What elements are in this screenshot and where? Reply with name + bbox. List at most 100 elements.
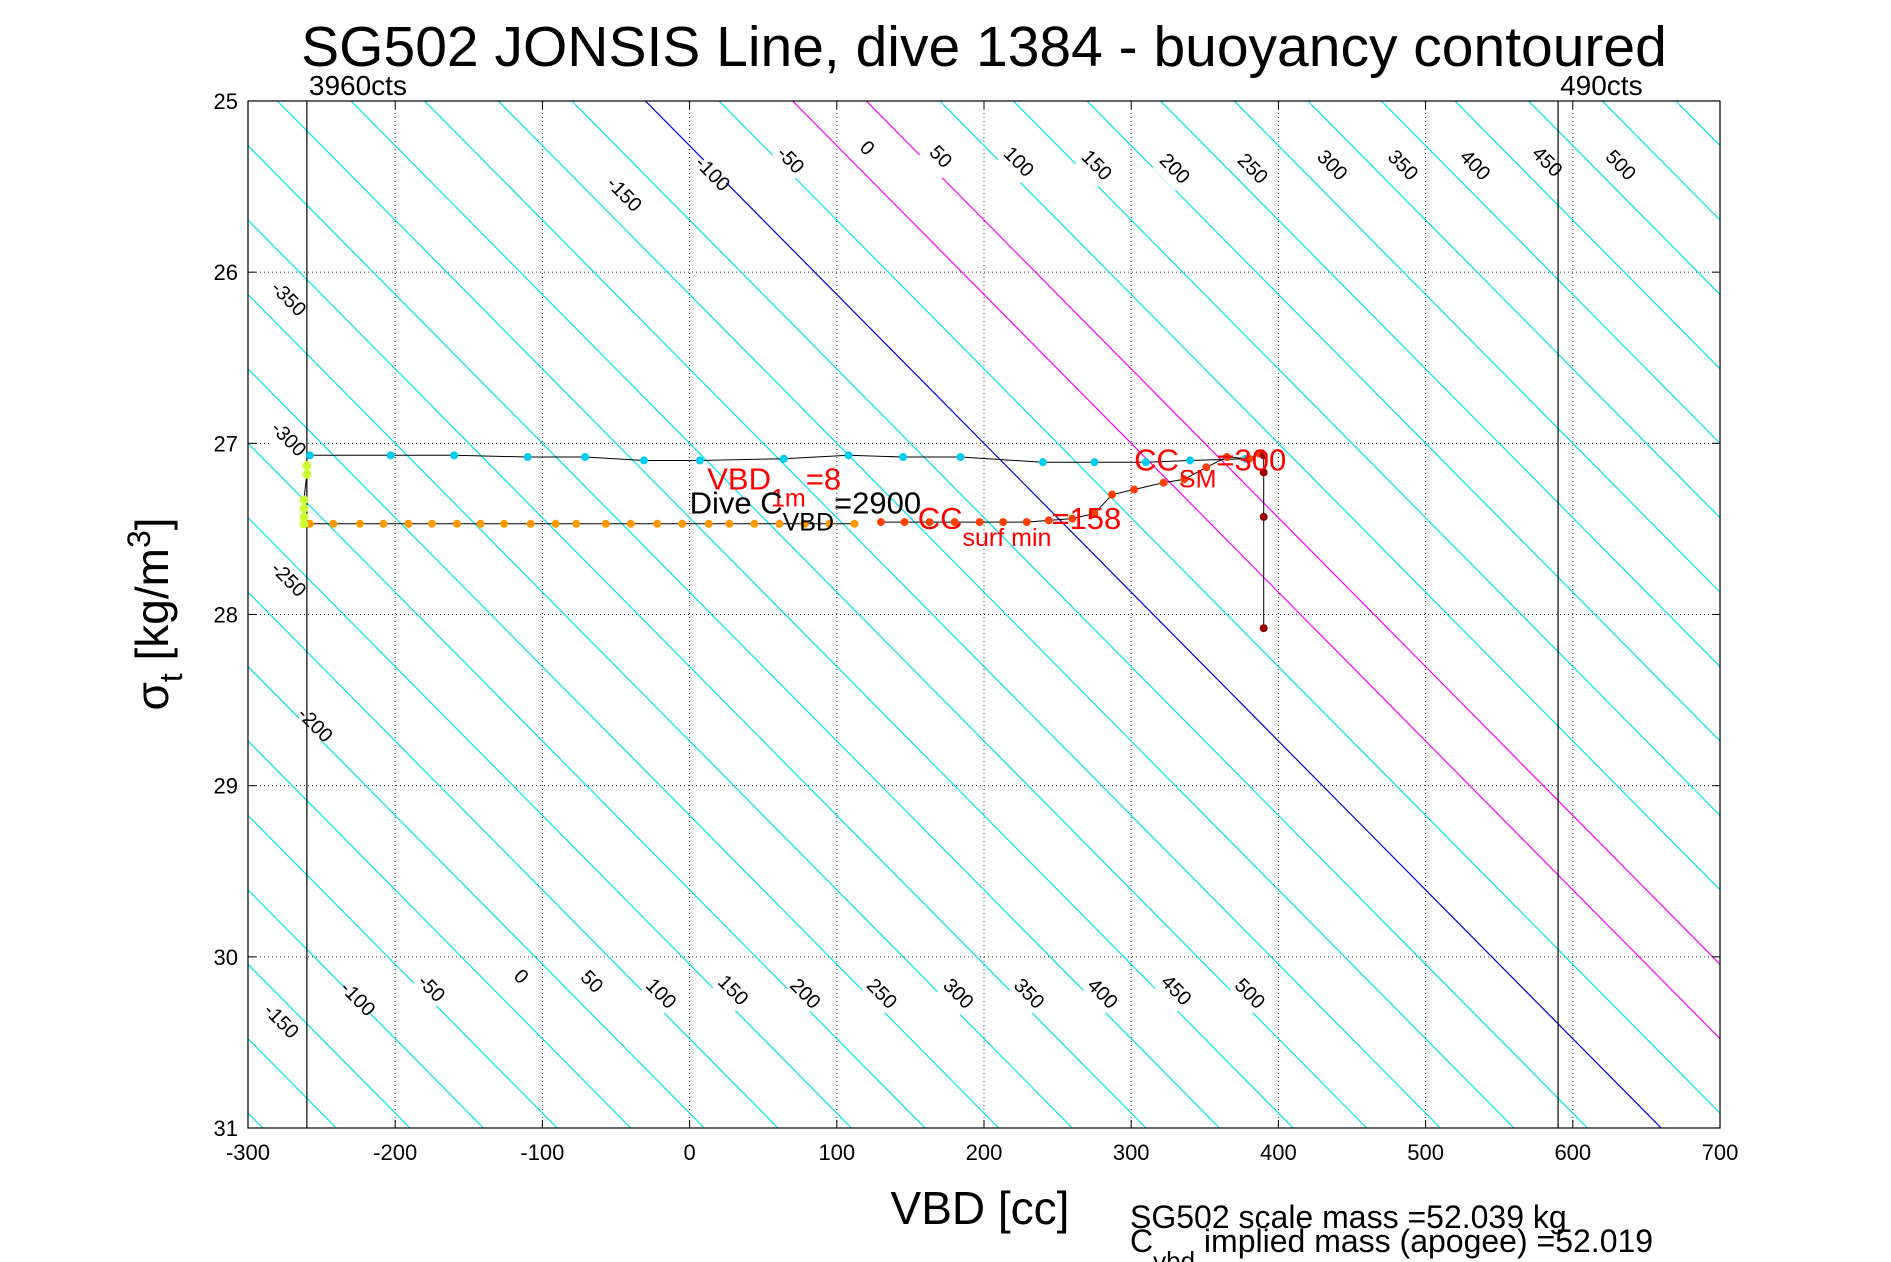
data-point-climb-near-surface (1090, 509, 1099, 518)
contour-line (497, 101, 1515, 1128)
contour-label-bg (266, 559, 309, 602)
contour-label: 300 (938, 974, 977, 1013)
data-point-climb-near-surface (900, 518, 909, 527)
contour-label-bg (1074, 144, 1118, 188)
data-point-climb (825, 519, 834, 528)
contour-label-bg (1380, 144, 1424, 188)
contour-line (248, 516, 852, 1128)
contour-line (248, 740, 632, 1128)
data-point-climb (601, 519, 610, 528)
data-point-apogee (299, 503, 309, 513)
data-point-dive (779, 454, 788, 463)
data-point-climb (653, 519, 662, 528)
contour-label-bg (1452, 144, 1496, 188)
footer-implied-mass: Cvbd implied mass (apogee) =52.019 (1130, 1223, 1653, 1262)
data-point-climb-near-surface (1202, 463, 1211, 472)
data-series (299, 449, 1268, 633)
contour-label-bg (335, 978, 379, 1021)
x-tick-label: 600 (1554, 1140, 1591, 1165)
contour-label-bg (1525, 141, 1568, 184)
contour-label-bg (1152, 148, 1196, 191)
data-point-apogee (299, 495, 309, 505)
contour-label: -200 (293, 703, 337, 747)
x-tick-label: -300 (226, 1140, 270, 1165)
contour-label-bg (1310, 144, 1353, 188)
x-tick-label: 200 (966, 1140, 1003, 1165)
data-point-surface (1259, 468, 1268, 477)
y-axis-label: σt [kg/m3] (121, 517, 189, 710)
contour-label-bg (1230, 148, 1274, 191)
data-point-climb (476, 519, 485, 528)
contour-label-bg (783, 973, 826, 1016)
contour-line (1013, 101, 1720, 817)
contour-labels: -350-300-250-200-150 -100 -50 0 50 100 150 200 2… (259, 127, 1642, 1043)
contour-line (0, 101, 116, 1128)
contour-line (248, 814, 558, 1128)
data-point-dive (695, 456, 704, 465)
data-point-dive (1186, 456, 1195, 465)
contour-line (718, 101, 1720, 1114)
data-point-climb (678, 519, 687, 528)
data-point-climb-near-surface (1180, 475, 1189, 484)
data-point-climb-near-surface (1108, 490, 1117, 499)
limit-lines: 3960cts 490cts (306, 70, 1643, 1128)
contour-line (1086, 101, 1720, 742)
contour-line (1528, 101, 1720, 296)
grid-lines (247, 100, 1721, 1129)
contour-label-bg (499, 956, 542, 999)
x-tick-label: 400 (1260, 1140, 1297, 1165)
limit-line-label: 490cts (1560, 70, 1643, 101)
contour-label-bg (690, 153, 733, 196)
x-tick-label: 700 (1702, 1140, 1739, 1165)
data-point-dive (305, 451, 314, 460)
data-point-apogee (299, 512, 309, 522)
contour-label-bg (996, 141, 1040, 184)
y-label-sup: 3 (121, 530, 157, 548)
data-point-climb (750, 519, 759, 528)
contour-label-bg (602, 173, 645, 217)
contour-line (0, 101, 42, 1128)
contour-label: 500 (1230, 974, 1269, 1013)
y-tick-label: 30 (214, 945, 238, 970)
contour-label: -50 (772, 142, 808, 178)
contour-line (1307, 101, 1720, 519)
data-point-climb (500, 519, 509, 528)
contour-line (1823, 101, 1891, 1128)
data-point-dive (450, 451, 459, 460)
contour-label-bg (859, 973, 903, 1016)
y-tick-label: 25 (214, 89, 238, 114)
data-point-climb (329, 519, 338, 528)
data-point-climb (800, 519, 809, 528)
contour-label-bg (266, 418, 309, 462)
data-point-dive (1141, 458, 1150, 467)
x-tick-label: -100 (520, 1140, 564, 1165)
data-point-dive (581, 453, 590, 462)
data-point-climb-near-surface (1222, 453, 1231, 462)
contour-label: 100 (641, 974, 680, 1013)
y-label-sub: t (153, 673, 189, 682)
contour-line (248, 293, 1073, 1128)
data-point-climb (355, 519, 364, 528)
y-tick-label: 28 (214, 603, 238, 628)
contour-label-bg (1080, 973, 1123, 1016)
data-point-climb (850, 519, 859, 528)
data-point-climb-near-surface (1044, 516, 1053, 525)
data-point-apogee (302, 469, 312, 479)
contour-line (865, 101, 1720, 966)
data-point-climb (704, 519, 713, 528)
contour-line (1233, 101, 1720, 594)
contour-label-bg (1154, 969, 1197, 1013)
data-point-dive (844, 451, 853, 460)
contour-line (1160, 101, 1720, 668)
data-point-climb (404, 519, 413, 528)
footer-scale-mass: SG502 scale mass =52.039 kg (1130, 1199, 1567, 1235)
x-axis-label: VBD [cc] (891, 1182, 1070, 1234)
y-tick-label: 27 (214, 431, 238, 456)
x-tick-label: 300 (1113, 1140, 1150, 1165)
contour-line (939, 101, 1720, 891)
contour-line (571, 101, 1588, 1128)
data-point-climb (572, 519, 581, 528)
contour-label: -300 (266, 417, 310, 461)
contour-label: -100 (690, 152, 734, 196)
